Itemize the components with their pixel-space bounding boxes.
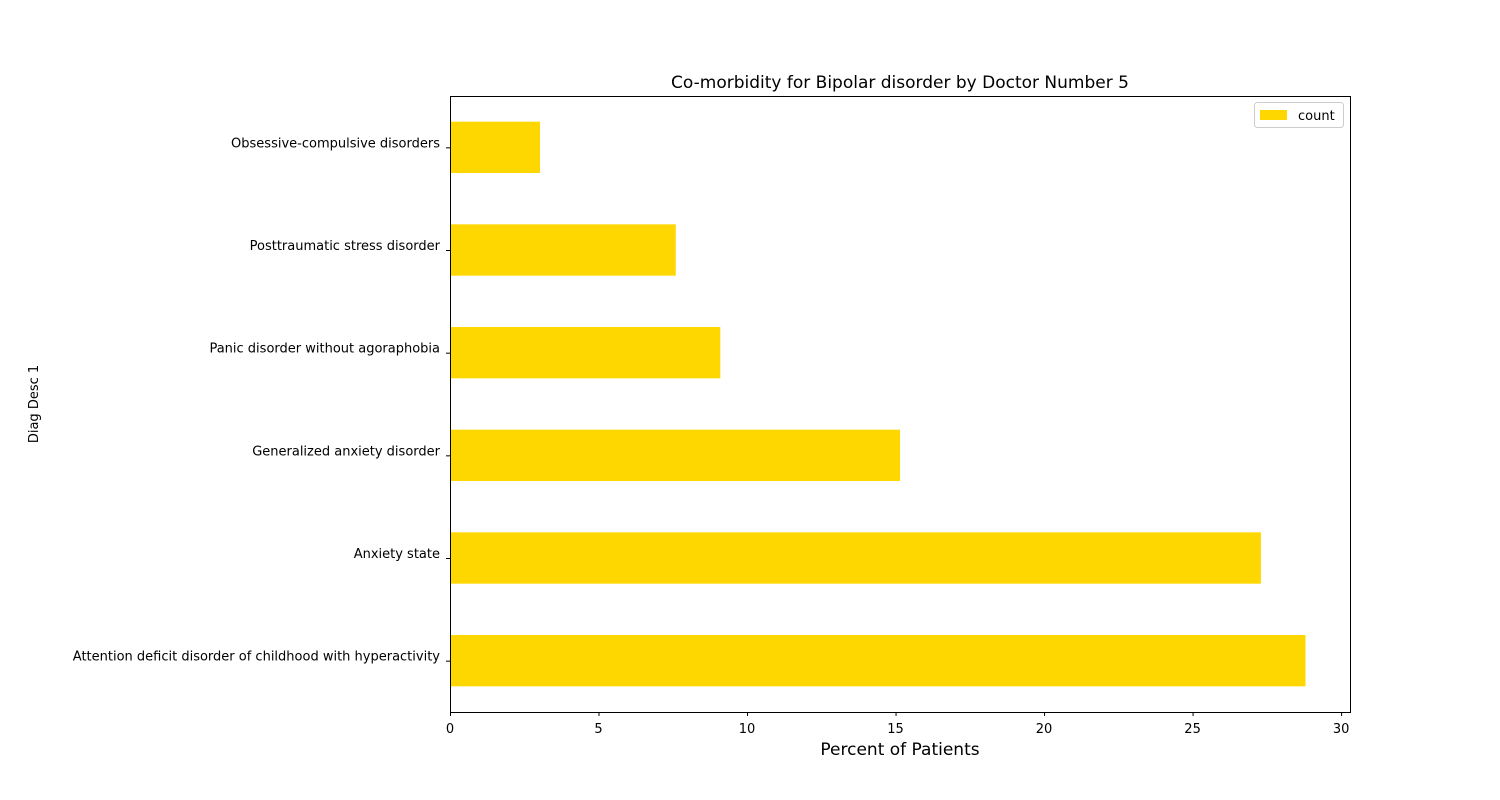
y-tick-label: Panic disorder without agoraphobia — [209, 342, 440, 357]
x-tick-label: 30 — [1333, 722, 1350, 737]
y-axis-ticks: Attention deficit disorder of childhood … — [73, 136, 450, 665]
legend-swatch — [1260, 110, 1287, 120]
y-tick-label: Obsessive-compulsive disorders — [231, 136, 440, 151]
legend-label: count — [1298, 109, 1335, 124]
y-tick-label: Generalized anxiety disorder — [252, 444, 440, 459]
x-tick-label: 10 — [739, 722, 756, 737]
x-axis-ticks: 0 5 10 15 20 25 30 — [446, 712, 1350, 737]
bar — [450, 327, 721, 379]
x-axis-label: Percent of Patients — [820, 740, 979, 760]
legend: count — [1254, 102, 1344, 128]
x-tick-label: 25 — [1184, 722, 1201, 737]
x-tick-label: 15 — [887, 722, 904, 737]
bar — [450, 532, 1261, 584]
x-tick-label: 0 — [446, 722, 454, 737]
plot-frame — [450, 96, 1351, 713]
bars-group — [450, 121, 1306, 687]
x-tick-label: 20 — [1036, 722, 1053, 737]
x-tick-label: 5 — [594, 722, 602, 737]
chart-title: Co-morbidity for Bipolar disorder by Doc… — [671, 73, 1129, 93]
bar — [450, 635, 1306, 687]
y-tick-label: Anxiety state — [354, 547, 440, 562]
y-axis-label: Diag Desc 1 — [27, 365, 42, 443]
bar — [450, 429, 900, 481]
bar — [450, 224, 676, 276]
y-tick-label: Posttraumatic stress disorder — [250, 239, 441, 254]
bar — [450, 121, 540, 173]
y-tick-label: Attention deficit disorder of childhood … — [73, 650, 441, 665]
legend-frame — [1254, 102, 1344, 128]
